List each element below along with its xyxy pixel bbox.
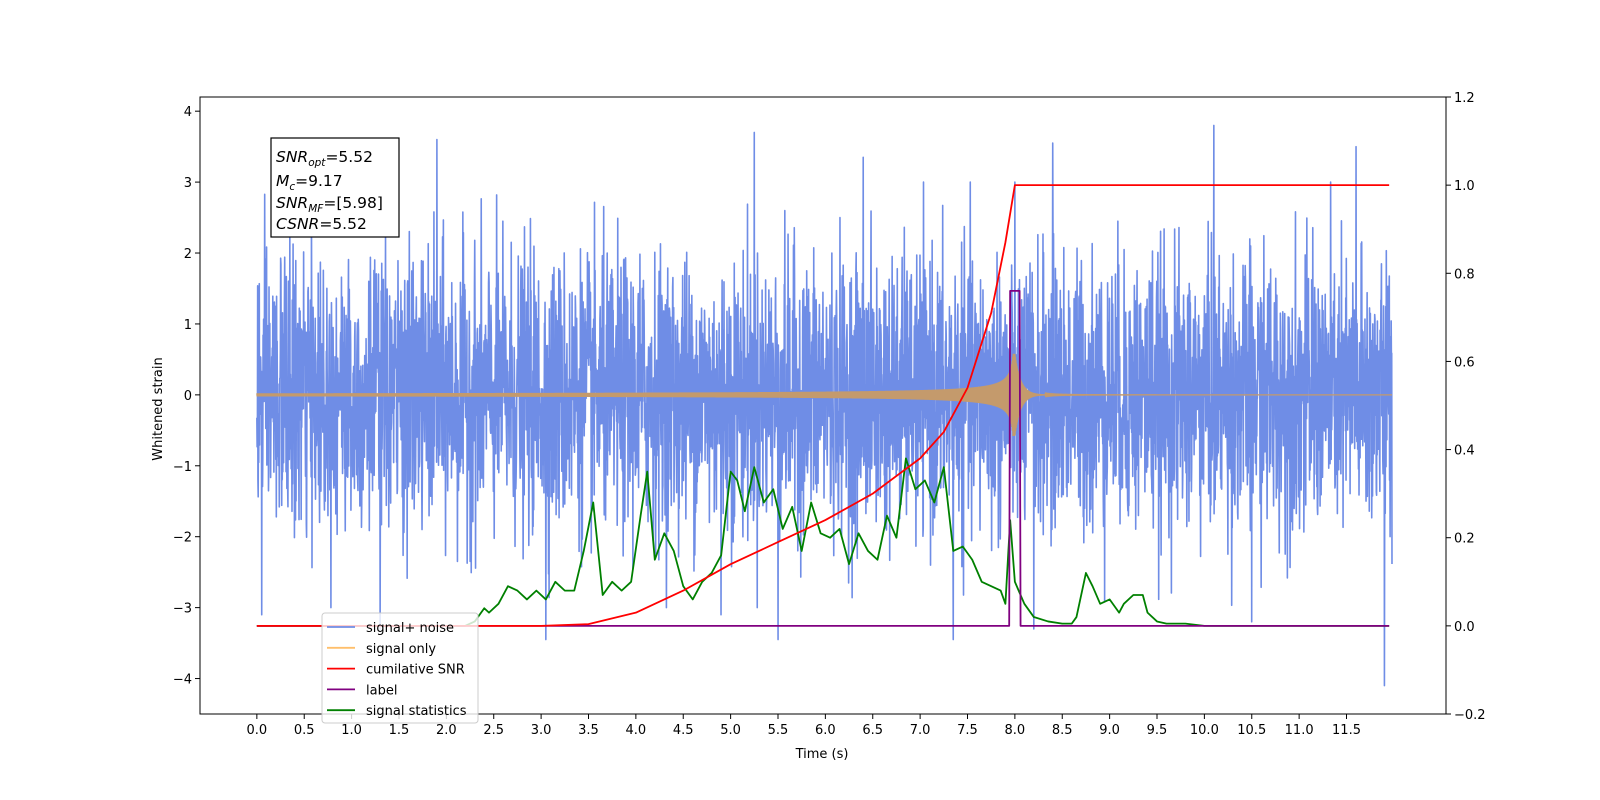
- legend-entry-label: signal only: [366, 642, 436, 657]
- legend-entry-label: signal+ noise: [366, 621, 454, 636]
- y2-tick-label: 1.2: [1454, 91, 1475, 106]
- y2-tick-label: 0.2: [1454, 532, 1475, 547]
- legend-entry-label: cumilative SNR: [366, 663, 465, 678]
- x-tick-label: 3.5: [578, 723, 599, 738]
- x-tick-label: 9.5: [1147, 723, 1168, 738]
- x-tick-label: 8.0: [1005, 723, 1026, 738]
- y2-tick-label: −0.2: [1454, 708, 1486, 723]
- x-tick-label: 7.0: [910, 723, 931, 738]
- x-tick-label: 10.0: [1190, 723, 1219, 738]
- signal-statistics-line: [256, 457, 1390, 627]
- y-tick-label: 2: [184, 247, 192, 262]
- legend-entry-label: label: [366, 683, 397, 698]
- x-tick-label: 4.0: [626, 723, 647, 738]
- x-tick-label: 6.0: [815, 723, 836, 738]
- x-tick-label: 1.5: [389, 723, 410, 738]
- y-tick-label: 1: [184, 318, 192, 333]
- x-tick-label: 11.5: [1332, 723, 1361, 738]
- x-tick-label: 6.5: [862, 723, 883, 738]
- x-tick-label: 1.0: [341, 723, 362, 738]
- y2-tick-label: 1.0: [1454, 179, 1475, 194]
- x-tick-label: 5.5: [768, 723, 789, 738]
- x-tick-label: 4.5: [673, 723, 694, 738]
- legend: signal+ noise signal only cumilative SNR la…: [321, 612, 479, 724]
- cumulative-snr-line: [256, 184, 1390, 627]
- x-tick-label: 0.0: [247, 723, 268, 738]
- y-tick-label: −3: [173, 602, 192, 617]
- y-tick-label: −4: [173, 673, 192, 688]
- stats-snr-mf: SNRMF=[5.98]: [276, 194, 383, 215]
- x-tick-label: 9.0: [1099, 723, 1120, 738]
- y2-tick-label: 0.0: [1454, 620, 1475, 635]
- stats-snr-opt: SNRopt=5.52: [276, 148, 373, 169]
- x-tick-label: 5.0: [720, 723, 741, 738]
- stats-box: SNRopt=5.52 Mc=9.17 SNRMF=[5.98] CSNR=5.…: [270, 137, 400, 238]
- x-tick-label: 8.5: [1052, 723, 1073, 738]
- legend-items: signal+ noise signal only cumilative SNR la…: [327, 621, 467, 719]
- stats-box-frame: [270, 137, 400, 238]
- legend-entry-label: signal statistics: [366, 704, 467, 719]
- y2-tick-label: 0.4: [1454, 444, 1475, 459]
- stats-csnr: CSNR=5.52: [276, 215, 367, 233]
- x-tick-label: 3.0: [531, 723, 552, 738]
- y2-tick-label: 0.8: [1454, 267, 1475, 282]
- y-tick-label: 3: [184, 176, 192, 191]
- legend-frame: [321, 612, 479, 724]
- y-tick-label: −1: [173, 460, 192, 475]
- x-tick-label: 10.5: [1237, 723, 1266, 738]
- x-tick-label: 2.5: [483, 723, 504, 738]
- signal-only-line: [256, 353, 1392, 437]
- stats-mc: Mc=9.17: [276, 172, 343, 193]
- plot-frame: [199, 96, 1447, 715]
- x-axis-label: Time (s): [795, 747, 849, 762]
- label-line: [256, 290, 1390, 627]
- y-tick-label: 0: [184, 389, 192, 404]
- x-tick-label: 0.5: [294, 723, 315, 738]
- y2-tick-label: 0.6: [1454, 355, 1475, 370]
- x-tick-label: 7.5: [957, 723, 978, 738]
- y-axis-label: Whitened strain: [151, 357, 166, 460]
- y-tick-label: −2: [173, 531, 192, 546]
- x-tick-label: 2.0: [436, 723, 457, 738]
- x-tick-label: 11.0: [1285, 723, 1314, 738]
- y-tick-label: 4: [184, 105, 192, 120]
- axes-layer: 0.0 0.5 1.0 1.5 2.0 2.5 3.0 3.5 4.0 4.5 5.0 5.5 6.0 6…: [173, 91, 1486, 738]
- plot-layer: [256, 124, 1393, 687]
